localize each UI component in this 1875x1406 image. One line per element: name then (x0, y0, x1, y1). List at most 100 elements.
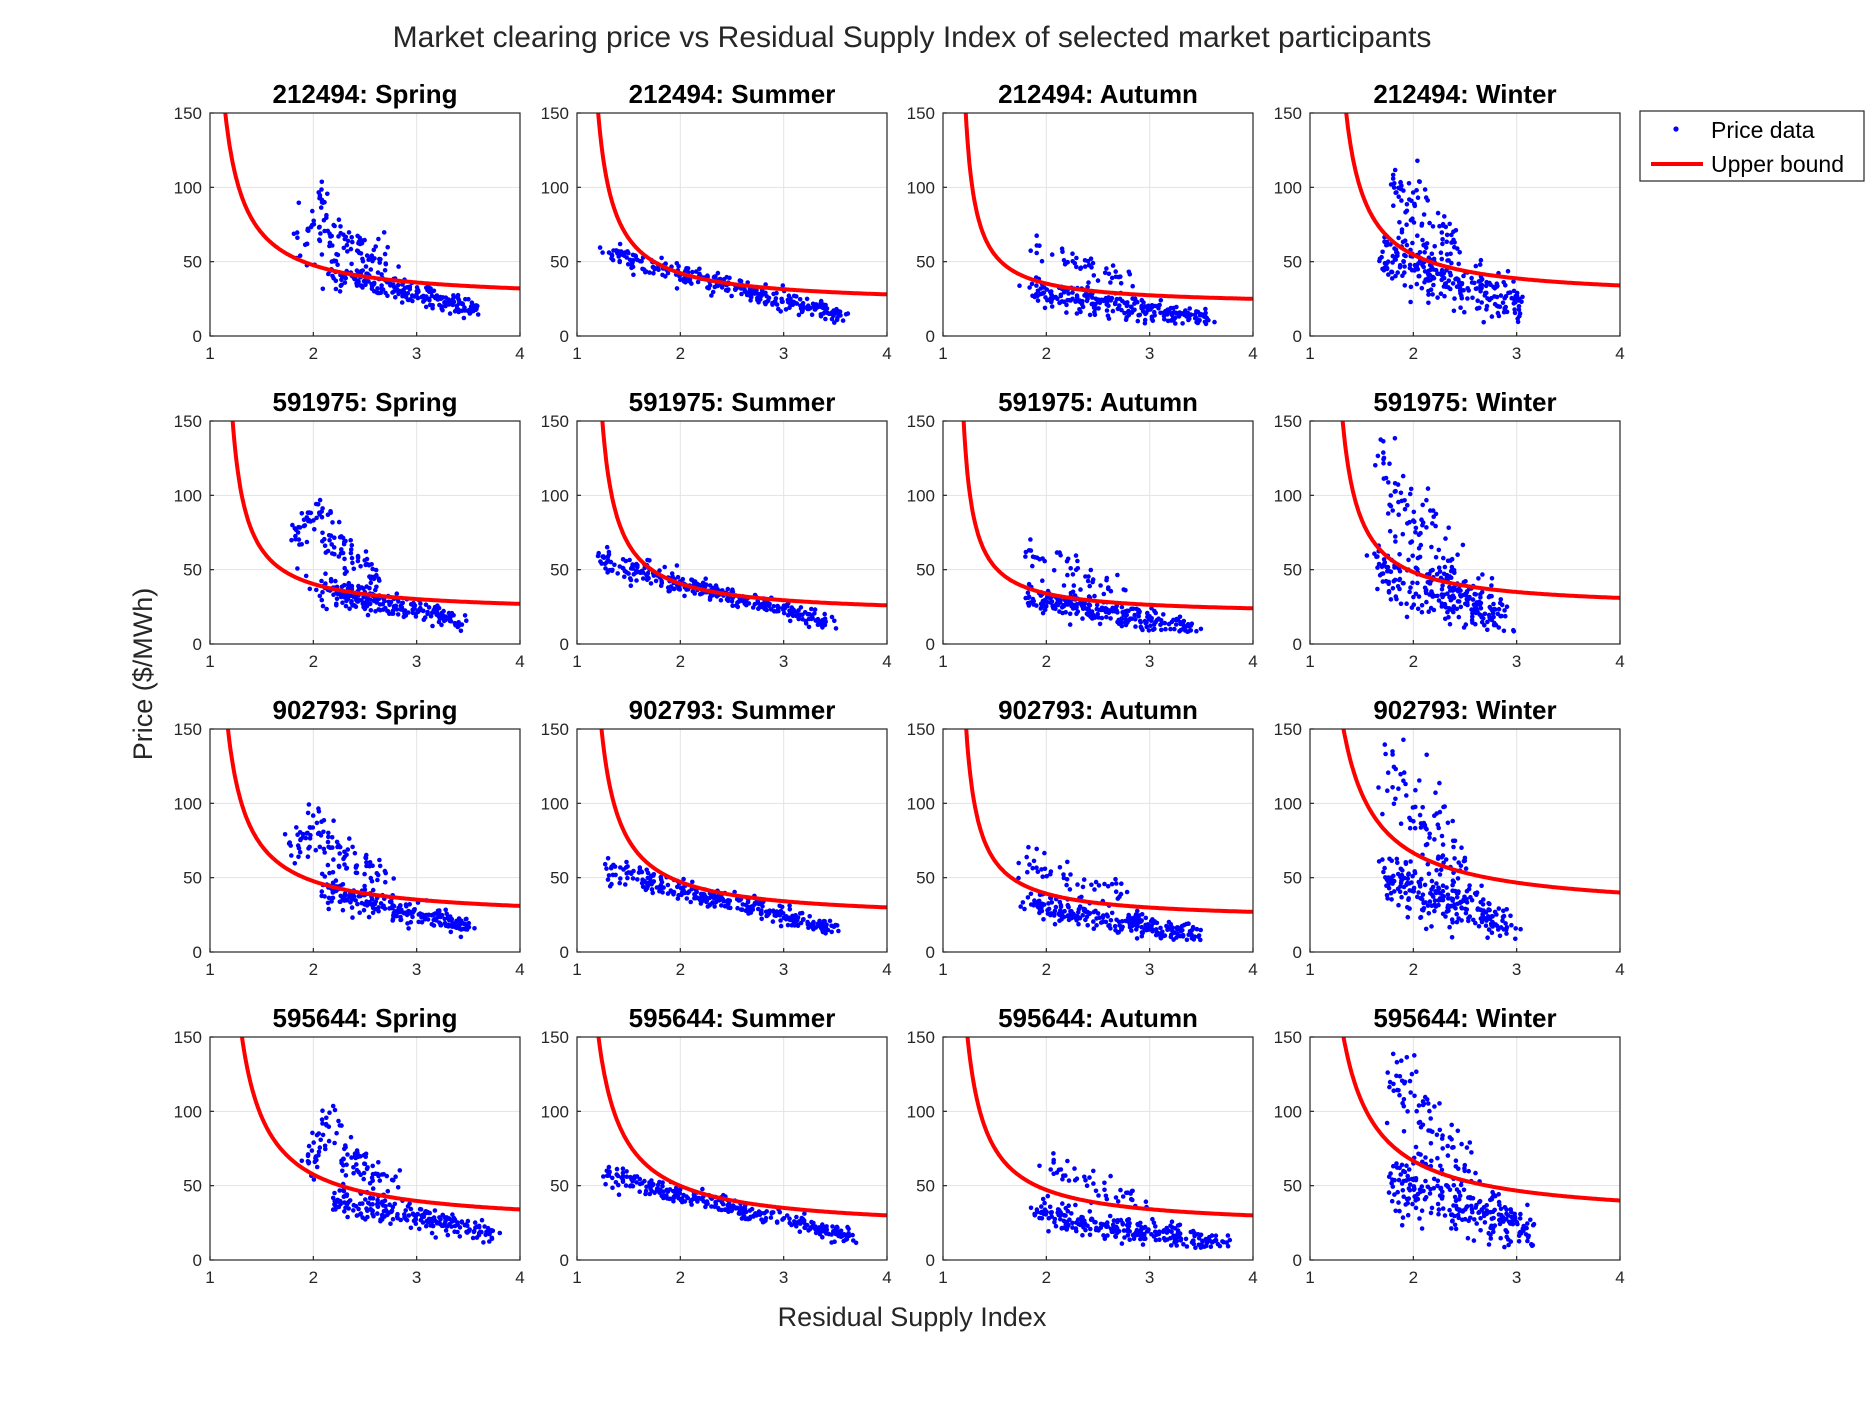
price-data-point (1089, 882, 1094, 888)
price-data-point (1087, 602, 1093, 608)
price-data-point (361, 1152, 367, 1158)
price-data-point (395, 612, 401, 617)
price-data-point (366, 279, 371, 284)
price-data-point (336, 217, 342, 222)
price-data-point (630, 1183, 636, 1189)
price-data-point (391, 876, 397, 881)
price-data-point (682, 1199, 688, 1204)
price-data-point (1026, 844, 1031, 850)
price-data-point (1113, 274, 1119, 280)
price-data-point (1381, 450, 1386, 455)
price-data-point (1393, 488, 1398, 494)
price-data-point (1445, 820, 1451, 826)
price-data-point (618, 876, 623, 881)
price-data-point (354, 1162, 359, 1167)
price-data-point (1453, 228, 1459, 233)
price-data-point (1143, 311, 1148, 317)
price-data-point (1444, 239, 1449, 245)
price-data-point (688, 899, 693, 905)
price-data-point (1399, 872, 1405, 878)
x-tick-label: 1 (205, 1268, 214, 1287)
price-data-point (605, 856, 611, 861)
price-data-point (1431, 267, 1436, 272)
price-data-point (1035, 298, 1041, 303)
price-data-point (334, 1130, 339, 1136)
price-data-point (1416, 261, 1421, 266)
price-data-point (701, 1198, 706, 1204)
price-data-point (748, 294, 753, 299)
price-data-point (811, 923, 816, 929)
price-data-point (381, 230, 387, 235)
price-data-point (1060, 1201, 1065, 1206)
price-data-point (1455, 876, 1461, 881)
subplot-title: 902793: Summer (629, 695, 836, 725)
price-data-point (1404, 793, 1409, 798)
price-data-point (392, 1201, 398, 1207)
price-data-point (694, 895, 700, 900)
price-data-point (1146, 303, 1151, 309)
price-data-point (414, 288, 420, 294)
price-data-point (1045, 1193, 1051, 1199)
price-data-point (1409, 267, 1415, 273)
price-data-point (1426, 288, 1431, 294)
price-data-point (320, 1121, 325, 1126)
price-data-point (466, 1228, 472, 1233)
price-data-point (1192, 315, 1198, 321)
price-data-point (1095, 911, 1101, 916)
price-data-point (1422, 822, 1428, 828)
price-data-point (780, 1217, 785, 1222)
price-data-point (785, 612, 791, 618)
price-data-point (1398, 490, 1404, 496)
price-data-point (1448, 286, 1453, 292)
price-data-point (1376, 785, 1381, 790)
price-data-point (429, 293, 435, 299)
price-data-point (1048, 912, 1053, 918)
price-data-point (725, 595, 731, 601)
price-data-point (1410, 580, 1415, 586)
price-data-point (320, 603, 326, 609)
price-data-point (1384, 883, 1389, 888)
price-data-point (1087, 1209, 1093, 1214)
price-data-point (1225, 1233, 1231, 1238)
y-tick-label: 100 (1274, 486, 1302, 505)
price-data-point (451, 1215, 457, 1221)
price-data-point (373, 609, 378, 614)
price-data-point (1108, 298, 1114, 303)
price-data-point (1408, 817, 1413, 823)
price-data-point (1115, 1219, 1120, 1225)
x-tick-label: 3 (1512, 960, 1521, 979)
price-data-point (616, 1182, 621, 1188)
price-data-point (1483, 910, 1489, 915)
price-data-point (381, 903, 386, 909)
price-data-point (1053, 904, 1059, 910)
price-data-point (1016, 875, 1021, 881)
price-data-point (310, 813, 316, 818)
price-data-point (1174, 925, 1180, 930)
price-data-point (1461, 858, 1467, 864)
price-data-point (326, 1138, 332, 1144)
price-data-point (1043, 295, 1048, 300)
price-data-point (293, 537, 298, 542)
price-data-point (612, 562, 617, 568)
price-data-point (1074, 264, 1079, 270)
price-data-point (429, 1230, 435, 1236)
price-data-point (693, 269, 699, 274)
price-data-point (1119, 623, 1125, 629)
price-data-point (601, 554, 606, 559)
price-data-point (379, 286, 384, 292)
price-data-point (1417, 778, 1422, 783)
price-data-point (420, 1220, 426, 1225)
price-data-point (683, 268, 688, 273)
price-data-point (395, 282, 401, 288)
price-data-point (778, 918, 783, 923)
price-data-point (425, 917, 431, 922)
price-data-point (624, 1174, 630, 1179)
price-data-point (811, 926, 816, 932)
price-data-point (1384, 239, 1390, 245)
data-layer (964, 729, 1253, 943)
price-data-point (777, 913, 783, 918)
price-data-point (1428, 605, 1434, 611)
price-data-point (1134, 921, 1139, 926)
y-tick-label: 50 (183, 253, 202, 272)
